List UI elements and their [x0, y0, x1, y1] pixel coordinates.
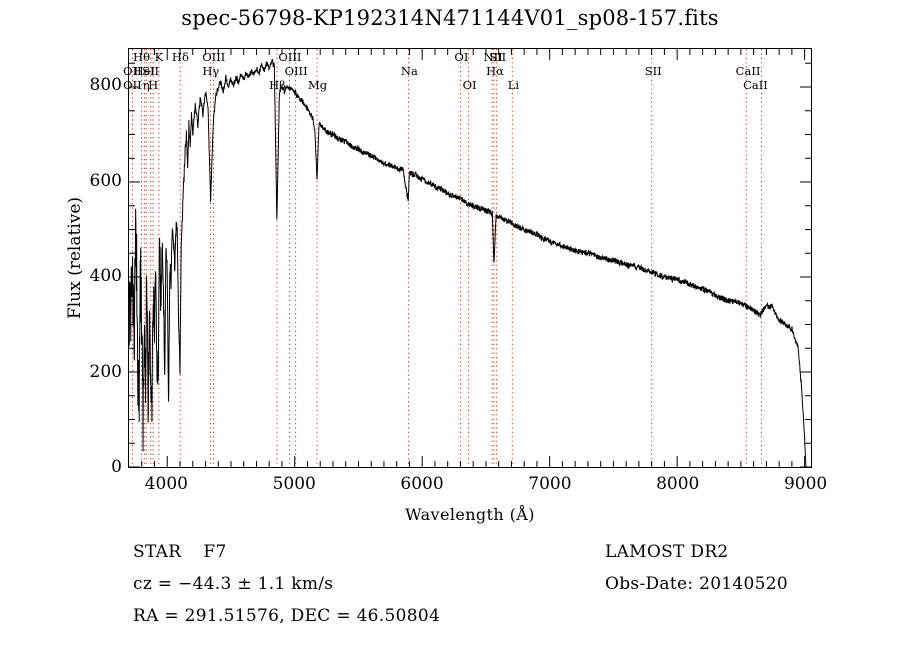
x-tick-label: 6000 [400, 474, 444, 494]
radial-velocity: cz = −44.3 ± 1.1 km/s [133, 574, 334, 594]
object-type: STAR [133, 542, 182, 562]
x-tick-label: 5000 [272, 474, 316, 494]
y-tick-label: 0 [111, 457, 122, 477]
spectrum-chart [129, 49, 811, 467]
metadata-left-column: STAR F7 cz = −44.3 ± 1.1 km/s RA = 291.51… [133, 536, 440, 632]
marker-line-group [132, 49, 761, 467]
spectrum-trace [129, 60, 806, 467]
y-axis-label-wrap: Flux (relative) [65, 48, 96, 468]
survey-name: LAMOST DR2 [605, 542, 729, 562]
spectrum-plot-area: OII OII Hθ HeI η SII H K Hδ Hγ OIII Hβ OIII OIII Mg Na O… [123, 48, 812, 468]
sky-coordinates: RA = 291.51576, DEC = 46.50804 [133, 606, 441, 626]
x-tick-label: 4000 [144, 474, 188, 494]
y-tick-label: 800 [89, 75, 122, 96]
y-tick-label: 200 [89, 361, 122, 382]
y-tick-label: 400 [89, 266, 122, 287]
x-tick-label: 9000 [783, 474, 828, 494]
x-tick-label: 7000 [528, 474, 572, 494]
spectral-class: F7 [203, 542, 227, 562]
object-classification-row: STAR F7 [133, 536, 440, 568]
y-axis-label: Flux (relative) [65, 196, 86, 320]
observation-date: Obs-Date: 20140520 [605, 574, 789, 594]
x-tick-label: 8000 [656, 474, 700, 494]
metadata-footer: STAR F7 cz = −44.3 ± 1.1 km/s RA = 291.51… [0, 536, 900, 646]
metadata-right-column: LAMOST DR2 Obs-Date: 20140520 [605, 536, 788, 600]
y-axis-ticks: 0 200 400 600 800 [54, 0, 122, 650]
page-title: spec-56798-KP192314N471144V01_sp08-157.f… [181, 6, 719, 30]
y-tick-label: 600 [89, 170, 122, 191]
x-axis-label: Wavelength (Å) [405, 505, 535, 524]
axis-tick-group [129, 49, 811, 467]
